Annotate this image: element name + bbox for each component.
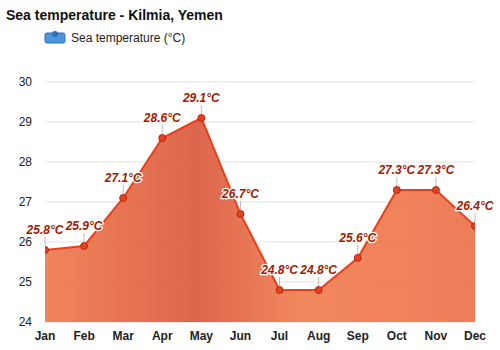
x-tick-label: Sep (347, 329, 369, 343)
legend: Sea temperature (°C) (45, 31, 185, 45)
x-tick-label: Jul (271, 329, 288, 343)
data-label: 26.7°C (221, 187, 259, 201)
data-label: 27.3°C (416, 163, 454, 177)
data-label: 28.6°C (143, 111, 181, 125)
y-tick-label: 25 (19, 275, 33, 289)
point (472, 223, 476, 230)
label-leader (240, 201, 241, 210)
data-labels: 25.8°C25.9°C 27.1°C 28.6°C29.1°C 26.7°C 24.8… (26, 91, 494, 286)
x-tick-label: Nov (425, 329, 448, 343)
label-leader (123, 185, 124, 194)
x-tick-label: Dec (464, 329, 486, 343)
point (276, 287, 283, 294)
x-tick-label: Jun (230, 329, 251, 343)
y-tick-label: 28 (19, 155, 33, 169)
x-tick-label: Aug (307, 329, 330, 343)
label-leader (45, 237, 46, 246)
label-leader (84, 233, 85, 242)
grid-line (45, 82, 475, 83)
label-leader (318, 277, 319, 286)
data-label: 27.3°C (377, 163, 415, 177)
label-leader (162, 125, 163, 134)
y-tick-label: 24 (19, 315, 33, 329)
data-label: 29.1°C (182, 91, 220, 105)
data-label: 24.8°C (260, 263, 298, 277)
point (354, 255, 361, 262)
point (393, 187, 400, 194)
y-tick-label: 26 (19, 235, 33, 249)
x-tick-label: Oct (387, 329, 407, 343)
y-tick-label: 30 (19, 75, 33, 89)
label-leader (201, 105, 202, 114)
data-label: 25.9°C (65, 219, 103, 233)
data-label: 24.8°C (299, 263, 337, 277)
grid-line (45, 122, 475, 123)
plot-marks (45, 115, 475, 323)
x-tick-label: Jan (35, 329, 56, 343)
x-tick-label: Feb (73, 329, 94, 343)
x-tick-label: May (190, 329, 214, 343)
label-leader (475, 213, 476, 222)
point (120, 195, 127, 202)
x-tick-label: Mar (113, 329, 135, 343)
point (432, 187, 439, 194)
chart-title: Sea temperature - Kilmia, Yemen (6, 7, 223, 23)
point (198, 115, 205, 122)
label-leader (435, 177, 436, 186)
data-label: 25.6°C (338, 231, 376, 245)
point (237, 211, 244, 218)
legend-label: Sea temperature (°C) (71, 31, 185, 45)
point (81, 243, 88, 250)
x-tick-label: Apr (152, 329, 173, 343)
label-leader (357, 245, 358, 254)
point (315, 287, 322, 294)
area (45, 118, 475, 322)
chart-svg: Sea temperature - Kilmia, Yemen242526272… (0, 0, 500, 350)
data-label: 26.4°C (456, 199, 494, 213)
y-tick-label: 29 (19, 115, 33, 129)
point (159, 135, 166, 142)
legend-marker (52, 31, 58, 37)
point (45, 247, 49, 254)
chart-container: Sea temperature - Kilmia, Yemen242526272… (0, 0, 500, 350)
data-label: 27.1°C (104, 171, 142, 185)
data-label: 25.8°C (26, 223, 64, 237)
y-tick-label: 27 (19, 195, 33, 209)
line (45, 118, 475, 290)
label-leader (396, 177, 397, 186)
label-leader (279, 277, 280, 286)
